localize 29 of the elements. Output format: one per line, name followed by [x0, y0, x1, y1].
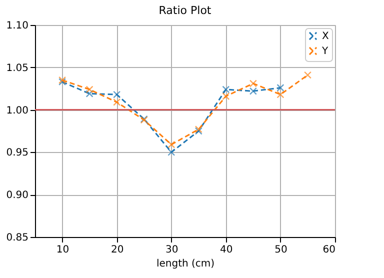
point: [249, 87, 257, 95]
point: [113, 98, 121, 106]
chart-title: Ratio Plot: [158, 4, 212, 17]
y-tick-label: 0.85: [6, 232, 28, 244]
x-tick-label: 60: [322, 244, 336, 256]
legend-label: X: [322, 31, 329, 42]
y-tick-label: 0.90: [6, 190, 28, 202]
y-tick-label: 0.95: [6, 148, 28, 159]
point: [168, 148, 176, 156]
point: [222, 92, 230, 100]
y-tick-label: 1.10: [6, 20, 28, 32]
x-tick-label: 30: [165, 244, 178, 256]
x-tick-label: 50: [274, 244, 288, 256]
point: [86, 90, 94, 98]
point: [222, 86, 230, 94]
x-axis-title: length (cm): [156, 258, 215, 270]
x-tick-label: 20: [110, 244, 124, 256]
point: [168, 140, 176, 148]
point: [276, 90, 284, 98]
x-tick-label: 40: [220, 244, 233, 256]
point: [249, 80, 257, 88]
point: [86, 86, 94, 94]
legend-label: Y: [321, 46, 329, 57]
point: [304, 71, 312, 79]
x-tick-label: 10: [56, 244, 70, 256]
y-tick-label: 1.00: [6, 105, 28, 116]
point: [113, 90, 121, 98]
point: [276, 84, 284, 92]
y-tick-label: 1.05: [6, 62, 28, 74]
